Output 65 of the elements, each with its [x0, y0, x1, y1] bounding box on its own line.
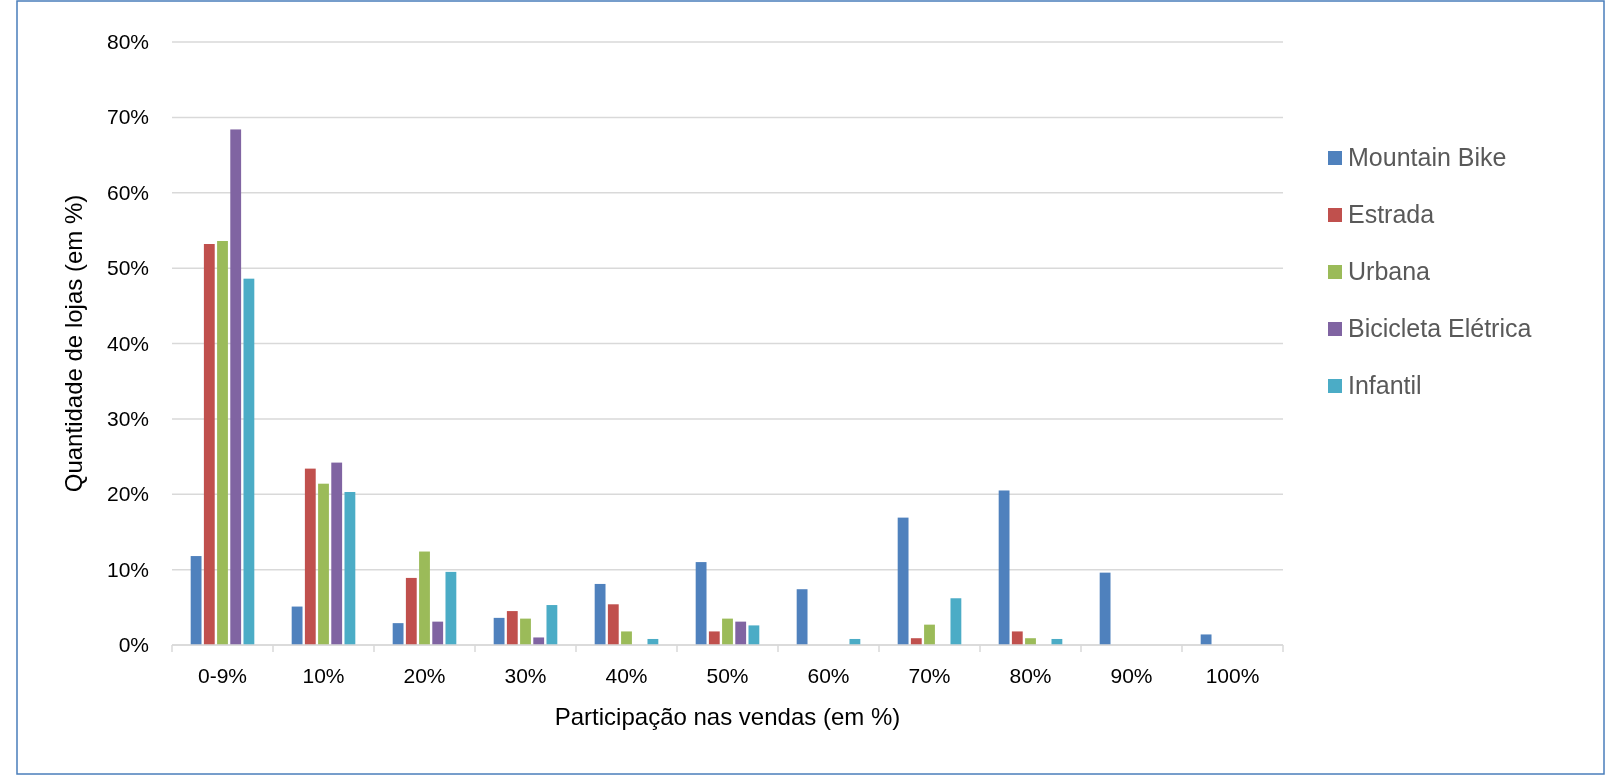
legend-label: Urbana	[1348, 257, 1431, 285]
y-tick-label: 10%	[106, 557, 149, 581]
bar	[998, 490, 1010, 645]
bar	[695, 562, 707, 645]
x-tick-label: 20%	[403, 664, 446, 687]
y-tick-label: 70%	[106, 105, 149, 129]
bar	[344, 491, 356, 645]
bar	[621, 631, 632, 645]
x-axis-title: Participação nas vendas (em %)	[554, 703, 901, 730]
legend-label: Infantil	[1348, 371, 1422, 399]
bar	[533, 637, 545, 645]
bar	[318, 483, 329, 645]
bar	[331, 462, 343, 645]
bar	[392, 623, 404, 645]
y-tick-label: 40%	[106, 331, 149, 355]
bar	[748, 625, 760, 645]
x-tick-label: 80%	[1009, 664, 1052, 687]
bar	[445, 571, 457, 645]
bar	[493, 617, 505, 645]
bar	[217, 240, 228, 645]
x-tick-label: 70%	[908, 664, 951, 687]
bar	[722, 618, 733, 645]
bar	[405, 577, 417, 645]
bar	[243, 278, 255, 645]
legend-label: Mountain Bike	[1348, 143, 1507, 171]
y-tick-label: 30%	[106, 406, 149, 430]
bar	[1200, 634, 1212, 645]
bar	[291, 606, 303, 645]
bar	[897, 517, 909, 645]
bar	[506, 611, 518, 645]
bar	[607, 604, 619, 645]
x-tick-label: 100%	[1205, 664, 1260, 687]
y-tick-label: 60%	[106, 180, 149, 204]
bar	[708, 631, 720, 645]
bar	[594, 583, 606, 645]
legend-label: Estrada	[1348, 200, 1435, 228]
bar	[419, 551, 430, 645]
bar	[432, 621, 444, 645]
y-axis-title: Quantidade de lojas (em %)	[60, 194, 87, 493]
bar	[950, 598, 962, 645]
x-tick-label: 50%	[706, 664, 749, 687]
bar	[230, 129, 242, 645]
bar	[520, 618, 531, 645]
bar	[1025, 638, 1036, 645]
legend-label: Bicicleta Elétrica	[1348, 314, 1532, 342]
x-tick-label: 30%	[504, 664, 547, 687]
bar	[924, 624, 935, 645]
x-tick-label: 40%	[605, 664, 648, 687]
x-tick-label: 90%	[1110, 664, 1153, 687]
bar	[735, 621, 747, 645]
y-tick-label: 20%	[106, 482, 149, 506]
bar	[796, 589, 808, 645]
y-tick-label: 0%	[118, 633, 149, 656]
bar	[203, 244, 215, 645]
bar	[1011, 631, 1023, 645]
x-tick-label: 0-9%	[197, 664, 248, 687]
x-tick-label: 10%	[302, 664, 345, 687]
y-tick-label: 80%	[106, 30, 149, 53]
y-tick-label: 50%	[106, 256, 149, 280]
bar	[190, 556, 202, 645]
bar	[304, 468, 316, 645]
bar	[910, 638, 922, 645]
x-tick-label: 60%	[807, 664, 850, 687]
bar	[546, 605, 558, 645]
bar	[1099, 572, 1111, 645]
